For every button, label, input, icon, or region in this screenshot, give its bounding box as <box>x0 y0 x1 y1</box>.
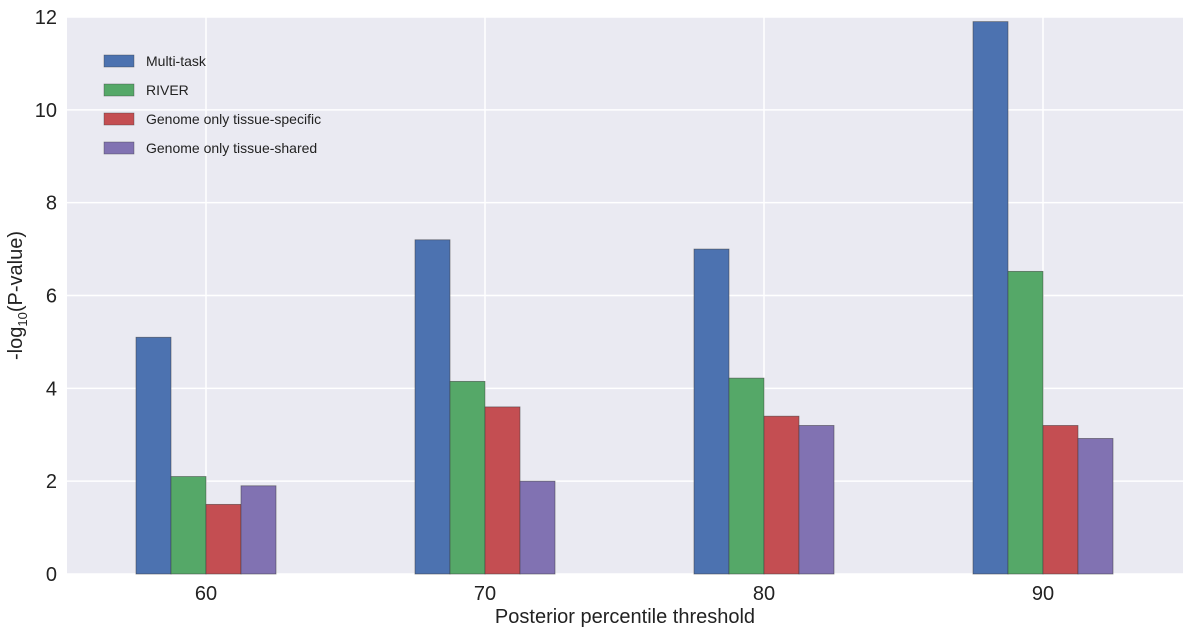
legend: Multi-task RIVER Genome only tissue-specif… <box>103 53 321 156</box>
bar-genome-only-tissue-shared-80 <box>798 425 835 575</box>
bars <box>135 21 1114 575</box>
bar-river-80 <box>728 377 765 575</box>
legend-swatch <box>103 112 135 126</box>
y-tick-labels: 0 2 4 6 8 10 12 <box>35 7 57 586</box>
legend-label: Genome only tissue-specific <box>146 111 321 127</box>
bar-multi-task-90 <box>972 21 1009 575</box>
bar-river-90 <box>1007 270 1044 575</box>
y-tick-label: 0 <box>46 564 57 586</box>
x-axis-label: Posterior percentile threshold <box>495 606 755 628</box>
bar-genome-only-tissue-shared-70 <box>519 480 556 575</box>
bar-genome-only-tissue-specific-90 <box>1042 425 1079 575</box>
legend-label: Multi-task <box>146 53 207 69</box>
y-tick-label: 2 <box>46 471 57 493</box>
bar-genome-only-tissue-specific-60 <box>205 503 242 575</box>
bar-genome-only-tissue-shared-90 <box>1077 438 1114 575</box>
legend-label: Genome only tissue-shared <box>146 140 317 156</box>
bar-river-70 <box>449 380 486 575</box>
legend-label: RIVER <box>146 82 189 98</box>
y-axis-label: -log10(P-value) <box>5 231 30 360</box>
bar-river-60 <box>170 476 207 575</box>
bar-multi-task-80 <box>693 248 730 575</box>
x-tick-label: 90 <box>1032 583 1054 605</box>
y-axis-label-subscript: 10 <box>15 312 30 326</box>
y-tick-label: 8 <box>46 193 57 215</box>
bar-genome-only-tissue-shared-60 <box>240 485 277 575</box>
x-tick-label: 60 <box>195 583 217 605</box>
y-tick-label: 10 <box>35 100 57 122</box>
bar-multi-task-70 <box>414 239 451 575</box>
y-tick-label: 4 <box>46 378 57 400</box>
bar-genome-only-tissue-specific-80 <box>763 415 800 575</box>
bar-genome-only-tissue-specific-70 <box>484 406 521 575</box>
x-tick-label: 70 <box>474 583 496 605</box>
y-axis-label-suffix: (P-value) <box>5 231 27 312</box>
x-tick-labels: 60 70 80 90 <box>195 583 1054 605</box>
legend-swatch <box>103 54 135 68</box>
y-tick-label: 12 <box>35 7 57 29</box>
legend-swatch <box>103 83 135 97</box>
y-axis-label-prefix: -log <box>5 327 27 360</box>
x-tick-label: 80 <box>753 583 775 605</box>
y-tick-label: 6 <box>46 286 57 308</box>
bar-multi-task-60 <box>135 336 172 575</box>
legend-swatch <box>103 141 135 155</box>
